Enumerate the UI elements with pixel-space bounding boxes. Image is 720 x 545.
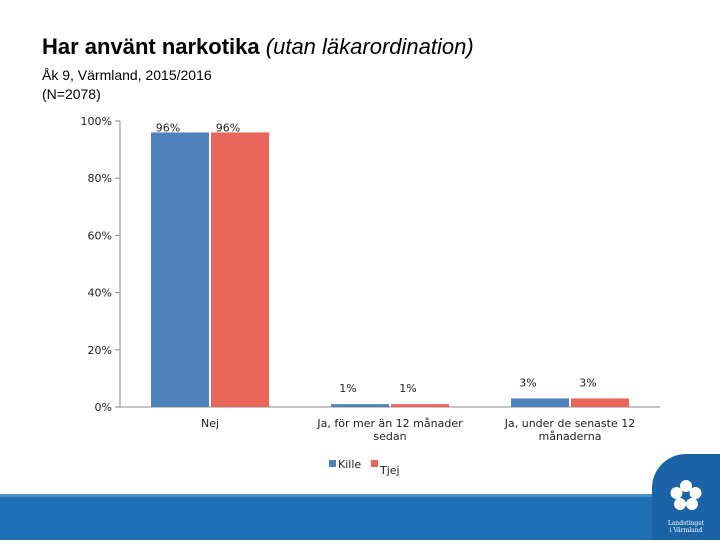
bar-chart: 0% 20% 40% 60% 80% 100% 96% 96% Nej 1% 1% Ja, för m…	[81, 115, 660, 477]
data-label: 1%	[339, 382, 356, 395]
category-label: sedan	[373, 430, 406, 443]
logo-line-1: Landstinget	[667, 520, 705, 527]
category-label: månaderna	[539, 430, 602, 443]
category-label: Ja, under de senaste 12	[504, 417, 635, 430]
logo-line-2: i Värmland	[669, 527, 703, 534]
legend-label-tjej: Tjej	[379, 464, 400, 477]
flower-emblem-icon	[670, 480, 702, 510]
y-tick-label: 60%	[88, 229, 112, 242]
legend-swatch-kille	[329, 460, 336, 467]
y-tick-label: 0%	[95, 401, 112, 414]
data-label: 96%	[216, 121, 240, 134]
data-label: 1%	[399, 382, 416, 395]
logo-text: Landstinget i Värmland	[656, 520, 716, 534]
bar-kille-1	[331, 404, 389, 407]
legend-label-kille: Kille	[338, 458, 361, 471]
bar-tjej-2	[571, 398, 629, 407]
y-tick-label: 80%	[88, 172, 112, 185]
slide-title: Har använt narkotika (utan läkarordinati…	[42, 34, 474, 60]
slide-subtitle: Åk 9, Värmland, 2015/2016 (N=2078)	[42, 66, 212, 104]
title-sub: (utan läkarordination)	[265, 34, 474, 59]
footer-bar	[0, 494, 720, 540]
logo: Landstinget i Värmland	[652, 454, 720, 540]
legend-swatch-tjej	[371, 460, 378, 467]
bar-kille-2	[511, 398, 569, 407]
data-label: 3%	[579, 376, 596, 389]
y-tick-label: 20%	[88, 344, 112, 357]
subtitle-line-2: (N=2078)	[42, 86, 101, 102]
subtitle-line-1: Åk 9, Värmland, 2015/2016	[42, 67, 212, 83]
data-label: 3%	[519, 376, 536, 389]
y-tick-label: 40%	[88, 287, 112, 300]
bar-tjej-1	[391, 404, 449, 407]
data-label: 96%	[156, 121, 180, 134]
bar-tjej-0	[211, 132, 269, 407]
category-label: Ja, för mer än 12 månader	[316, 417, 463, 430]
y-tick-label: 100%	[81, 115, 112, 128]
bar-kille-0	[151, 132, 209, 407]
category-label: Nej	[201, 417, 219, 430]
title-main: Har använt narkotika	[42, 34, 260, 59]
